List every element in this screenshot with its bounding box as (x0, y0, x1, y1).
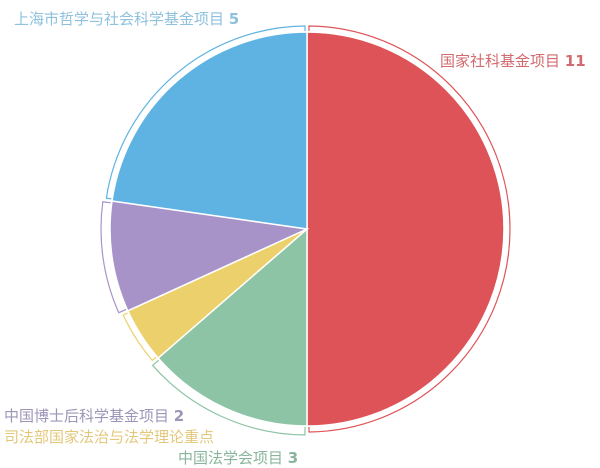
label-sifabu: 司法部国家法治与法学理论重点 (4, 428, 215, 446)
label-boshihou: 中国博士后科学基金项目 2 (4, 407, 185, 425)
pie-slice (111, 31, 308, 230)
slice-callout-arc (151, 359, 306, 436)
pie-slice (157, 227, 308, 427)
pie-slice (109, 200, 310, 312)
label-guojia: 国家社科基金项目 11 (440, 52, 586, 70)
label-shanghai: 上海市哲学与社会科学基金项目 5 (14, 10, 240, 28)
slice-callout-arc (100, 201, 127, 314)
slice-callout-arc (308, 25, 511, 433)
slice-callout-arc (105, 25, 306, 200)
pie-slice (306, 31, 505, 427)
label-faxuehui: 中国法学会项目 3 (178, 449, 299, 467)
slice-callout-arc (122, 312, 157, 362)
